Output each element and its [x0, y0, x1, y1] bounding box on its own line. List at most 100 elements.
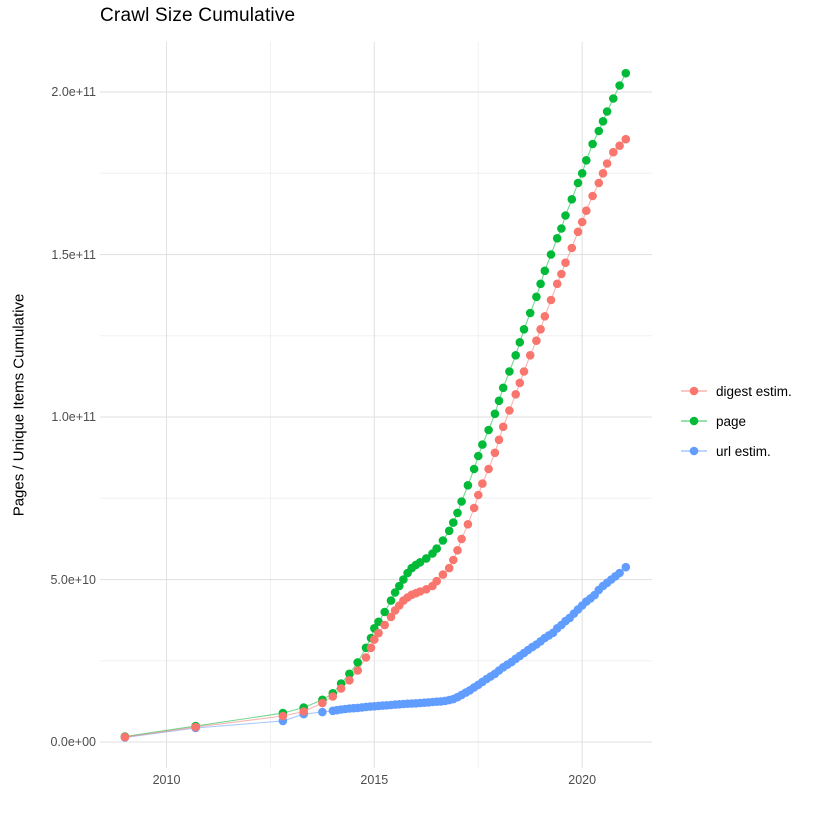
data-point: [191, 722, 200, 732]
data-point: [505, 367, 514, 376]
y-tick-label: 0.0e+00: [50, 735, 96, 749]
data-point: [494, 396, 504, 406]
data-point: [552, 234, 562, 243]
data-point: [453, 546, 462, 555]
data-point: [345, 676, 354, 685]
data-point: [536, 279, 545, 289]
data-point: [540, 266, 550, 276]
data-point: [602, 107, 612, 116]
data-point: [519, 367, 529, 376]
major-gridlines: [100, 42, 652, 768]
data-point: [444, 563, 454, 573]
data-point: [621, 68, 631, 78]
data-point: [594, 126, 604, 136]
data-point: [532, 336, 541, 346]
data-point: [511, 351, 520, 360]
data-point: [318, 707, 327, 717]
data-point: [399, 575, 408, 584]
data-point: [588, 191, 597, 201]
data-point: [621, 134, 631, 144]
data-point: [449, 518, 458, 527]
series-points-url-estim-: [120, 562, 631, 742]
data-point: [577, 217, 587, 227]
data-point: [380, 620, 390, 630]
data-point: [490, 409, 500, 419]
data-point: [422, 554, 431, 563]
data-point: [380, 607, 390, 617]
data-point: [498, 383, 508, 393]
data-point: [515, 338, 525, 347]
data-point: [552, 279, 562, 289]
data-point: [328, 692, 338, 701]
data-point: [463, 481, 473, 490]
data-point: [484, 425, 493, 435]
data-point: [318, 698, 327, 708]
data-point: [299, 707, 309, 716]
data-point: [386, 596, 396, 605]
legend-item-digest-estim: digest estim.: [679, 376, 792, 406]
y-tick-label: 5.0e+10: [50, 572, 96, 587]
data-point: [353, 658, 363, 667]
legend-key-digest-estim-icon: [681, 386, 707, 396]
y-axis-title: Pages / Unique Items Cumulative: [10, 293, 28, 517]
y-tick-label: 2.0e+11: [51, 85, 96, 100]
data-point: [469, 503, 479, 513]
data-point: [444, 526, 454, 536]
data-point: [374, 628, 383, 638]
data-point: [621, 562, 631, 572]
y-tick-label: 1.0e+11: [51, 410, 96, 425]
legend-label-page: page: [716, 413, 747, 429]
data-point: [415, 558, 425, 567]
data-point: [453, 508, 462, 518]
data-point: [615, 568, 624, 578]
data-point: [449, 555, 458, 565]
data-point: [598, 117, 608, 126]
data-point: [609, 147, 618, 157]
data-point: [370, 635, 379, 644]
data-point: [345, 669, 354, 679]
data-point: [582, 206, 591, 215]
data-point: [532, 292, 541, 302]
data-point: [386, 612, 396, 622]
data-point: [573, 178, 583, 188]
data-point: [484, 464, 493, 474]
series-points-digest-estim-: [120, 134, 631, 742]
data-point: [525, 308, 535, 318]
legend-item-url-estim: url estim.: [679, 436, 792, 466]
data-point: [567, 195, 577, 204]
x-tick-label: 2015: [360, 773, 389, 787]
data-point: [432, 576, 442, 586]
data-point: [478, 479, 487, 488]
data-point: [361, 653, 371, 662]
chart-title: Crawl Size Cumulative: [100, 5, 296, 26]
series-line-digest-estim-: [124, 138, 627, 738]
data-point: [511, 390, 520, 399]
data-point: [353, 666, 363, 675]
data-point: [577, 169, 587, 178]
data-point: [505, 406, 514, 415]
data-point: [525, 351, 535, 360]
data-point: [519, 325, 529, 334]
x-tick-label: 2020: [568, 773, 597, 787]
legend: digest estim. page url estim.: [679, 376, 792, 466]
data-point: [490, 448, 500, 458]
data-point: [561, 258, 570, 268]
data-point: [336, 684, 346, 693]
legend-item-page: page: [679, 406, 792, 436]
data-point: [561, 211, 570, 220]
data-point: [278, 711, 288, 721]
data-point: [557, 224, 566, 233]
data-point: [546, 250, 556, 259]
data-point: [598, 169, 608, 178]
data-point: [546, 295, 556, 305]
data-point: [536, 325, 545, 334]
data-point: [567, 243, 577, 253]
minor-gridlines: [100, 42, 652, 768]
data-point: [515, 378, 525, 388]
data-point: [395, 581, 404, 591]
data-point: [438, 570, 448, 579]
data-point: [438, 536, 448, 545]
series-points-page: [120, 68, 631, 741]
